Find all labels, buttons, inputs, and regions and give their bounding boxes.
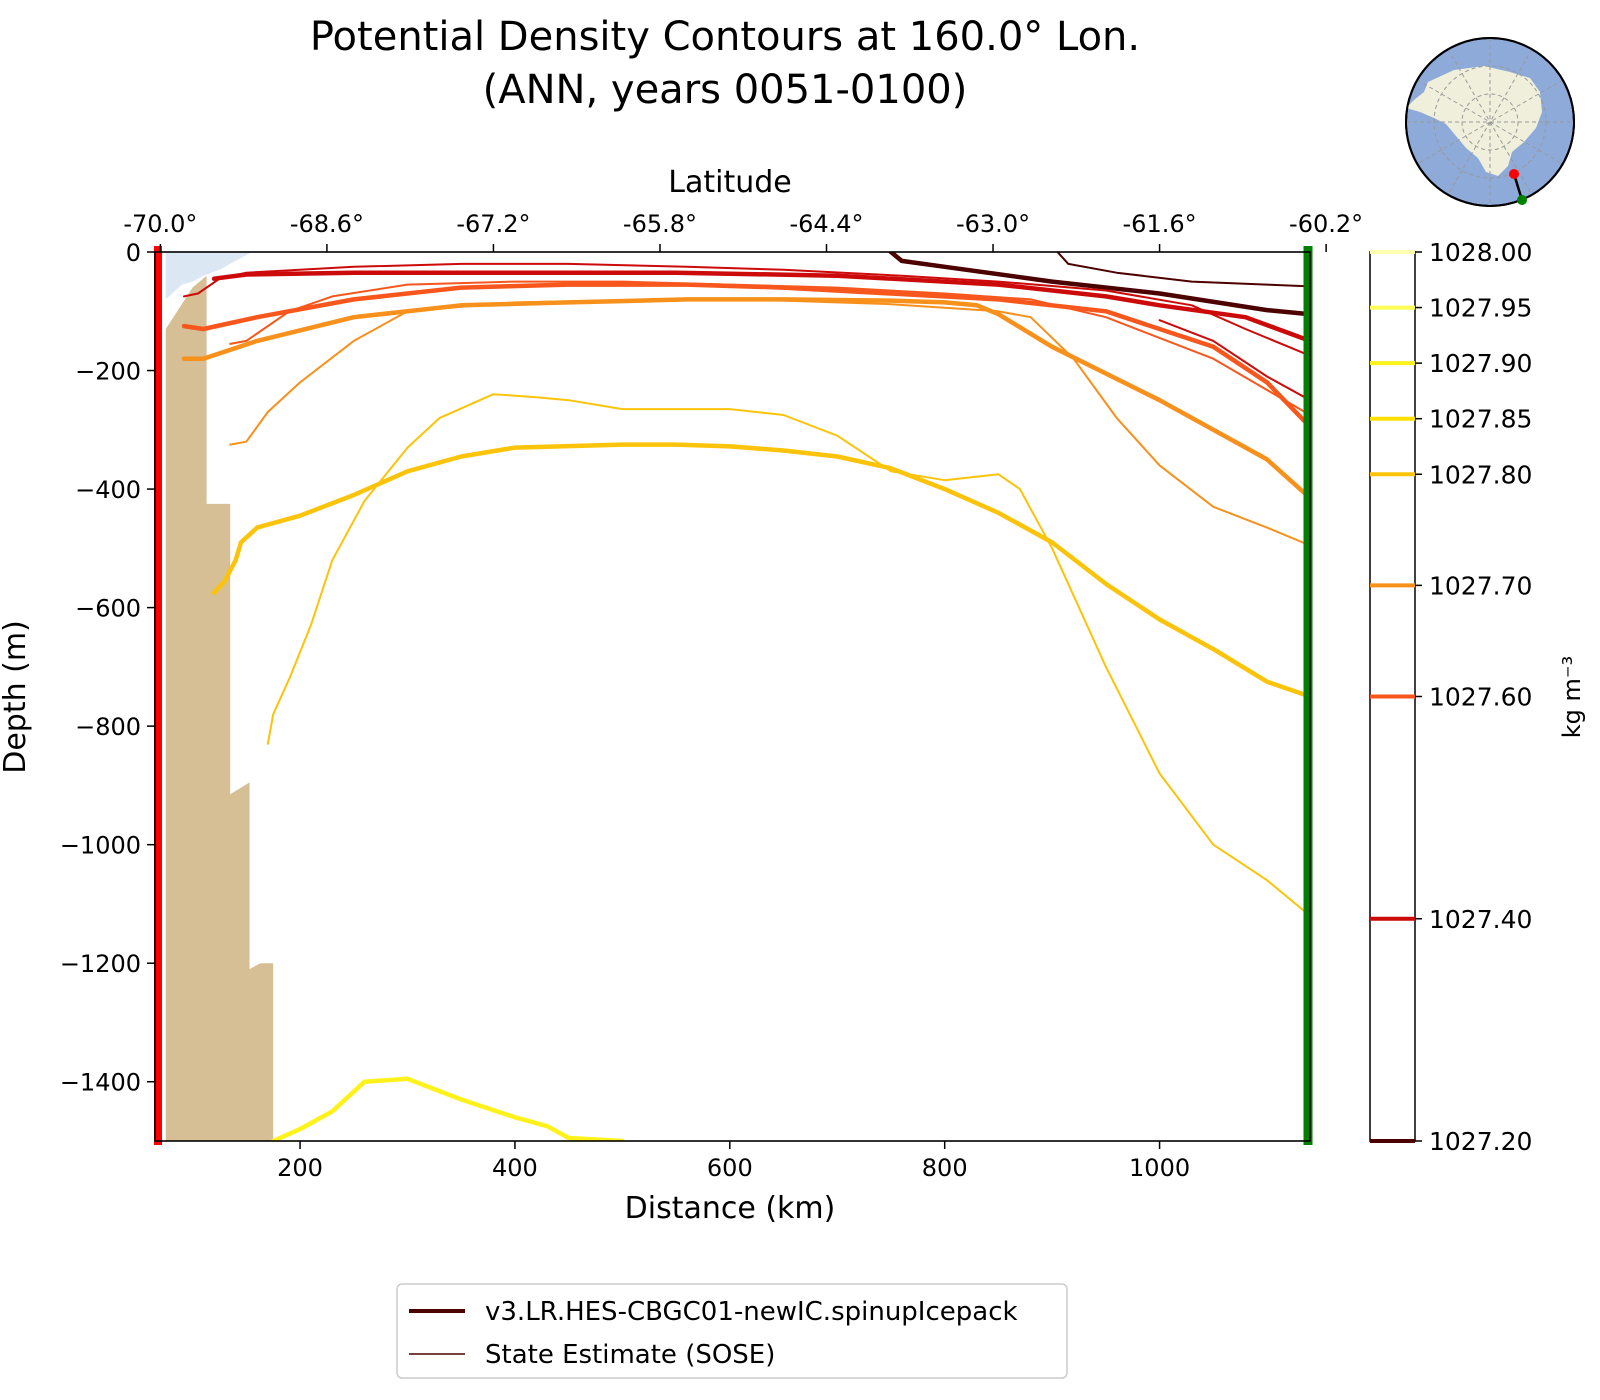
colorbar-tick-label: 1027.90	[1429, 349, 1532, 378]
x-tick-label: 600	[707, 1154, 753, 1182]
colorbar-tick-label: 1027.40	[1429, 905, 1532, 934]
contour-model-1027.4-2	[211, 270, 1310, 344]
inset-start-point	[1509, 169, 1519, 179]
y-tick-label: −1400	[60, 1069, 141, 1097]
x-tick-label: 1000	[1129, 1154, 1190, 1182]
chart-title: Potential Density Contours at 160.0° Lon…	[310, 14, 1140, 60]
contour-sose-1027.4-3	[183, 262, 1310, 357]
inset-map	[1405, 37, 1575, 207]
inset-grid-meridian	[1447, 49, 1533, 195]
contour-model-1027.9-11	[270, 1076, 625, 1141]
legend-box	[396, 1283, 1068, 1379]
top-tick-label: -64.4°	[789, 210, 863, 238]
colorbar-tick-label: 1027.60	[1429, 683, 1532, 712]
plot-frame	[154, 251, 1311, 1142]
x-tick-label: 400	[492, 1154, 538, 1182]
y-tick-label: −200	[75, 358, 141, 386]
contour-model-1027.2-0	[888, 252, 1310, 317]
axes: 200 400 600 800 1000 0 −200 −400 −600 −800 −1000 −1…	[60, 210, 1363, 1182]
contour-model-1027.8-9	[211, 442, 1310, 699]
contour-sose-1027.4-4	[1158, 319, 1310, 402]
sea-ice-area	[165, 252, 252, 300]
legend-label: State Estimate (SOSE)	[485, 1340, 775, 1370]
legend: v3.LR.HES-CBGC01-newIC.spinupIcepack Stat…	[396, 1283, 1068, 1379]
top-tick-label: -61.6°	[1123, 210, 1197, 238]
inset-frame	[1405, 37, 1575, 207]
legend-label: v3.LR.HES-CBGC01-newIC.spinupIcepack	[485, 1297, 1018, 1327]
colorbar-tick-label: 1027.85	[1429, 405, 1532, 434]
colorbar-tick-label: 1028.00	[1429, 238, 1532, 267]
y-tick-label: −800	[75, 713, 141, 741]
x-axis-label: Distance (km)	[625, 1191, 836, 1226]
plot-inner	[165, 252, 1310, 1141]
contour-sose-1027.2-1	[1056, 252, 1310, 288]
y-tick-label: −400	[75, 476, 141, 504]
x-tick-label: 200	[277, 1154, 323, 1182]
top-axis-label: Latitude	[668, 165, 791, 200]
contour-sose-1027.6-6	[229, 280, 1310, 416]
top-tick-label: -60.2°	[1289, 210, 1363, 238]
top-tick-label: -68.6°	[290, 210, 364, 238]
y-axis-label: Depth (m)	[0, 620, 33, 774]
contour-model-1027.6-5	[181, 282, 1310, 430]
y-tick-label: −600	[75, 595, 141, 623]
top-tick-label: -63.0°	[956, 210, 1030, 238]
colorbar-label: kg m⁻³	[1558, 656, 1586, 738]
colorbar-tick-label: 1027.20	[1429, 1127, 1532, 1156]
y-tick-label: −1200	[60, 950, 141, 978]
contour-sose-1027.8-10	[266, 393, 1310, 917]
top-tick-label: -70.0°	[123, 210, 197, 238]
colorbar: 1028.00 1027.95 1027.90 1027.85 1027.80 1027.…	[1369, 238, 1532, 1156]
inset-antarctica	[1406, 66, 1542, 176]
x-tick-label: 800	[922, 1154, 968, 1182]
chart-subtitle: (ANN, years 0051-0100)	[483, 67, 968, 113]
colorbar-tick-label: 1027.70	[1429, 571, 1532, 600]
contour-sose-1027.7-8	[229, 298, 1310, 547]
y-tick-label: −1000	[60, 832, 141, 860]
bathymetry-area	[165, 275, 274, 1141]
y-tick-label: 0	[126, 239, 141, 267]
colorbar-tick-label: 1027.95	[1429, 294, 1532, 323]
contour-model-1027.7-7	[181, 297, 1310, 501]
plot-area	[154, 246, 1313, 1145]
colorbar-tick-label: 1027.80	[1429, 460, 1532, 489]
inset-end-point	[1517, 195, 1527, 205]
top-tick-label: -65.8°	[623, 210, 697, 238]
top-tick-label: -67.2°	[456, 210, 530, 238]
